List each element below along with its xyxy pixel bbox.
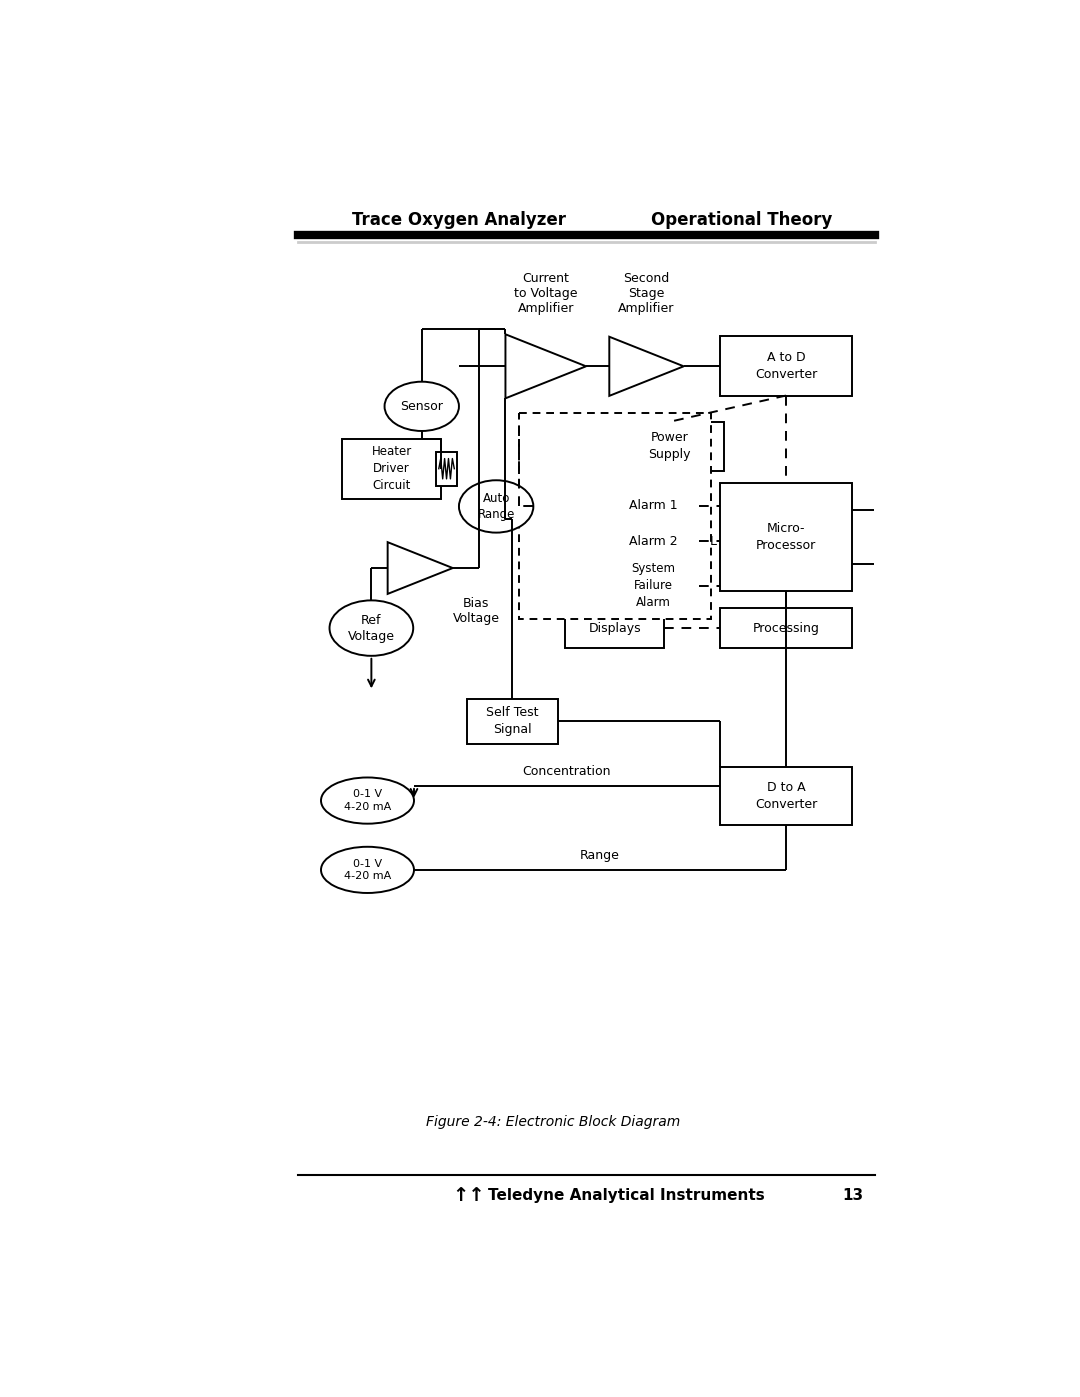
- Text: L: L: [710, 535, 717, 548]
- Bar: [608, 490, 699, 520]
- Text: Current
to Voltage
Amplifier: Current to Voltage Amplifier: [514, 272, 578, 316]
- Text: Processing: Processing: [753, 622, 820, 634]
- Text: Ref
Voltage: Ref Voltage: [348, 613, 395, 643]
- Bar: [342, 439, 441, 499]
- Ellipse shape: [459, 481, 534, 532]
- Bar: [608, 527, 699, 556]
- Text: System
Failure
Alarm: System Failure Alarm: [632, 562, 675, 609]
- Text: A to D
Converter: A to D Converter: [755, 351, 818, 380]
- Bar: [565, 608, 664, 648]
- Text: 0-1 V
4-20 mA: 0-1 V 4-20 mA: [343, 789, 391, 812]
- Bar: [616, 422, 724, 471]
- Text: Range: Range: [580, 849, 620, 862]
- Text: ↑↑: ↑↑: [451, 1186, 485, 1206]
- Text: Auto
Range: Auto Range: [477, 492, 515, 521]
- Text: Teledyne Analytical Instruments: Teledyne Analytical Instruments: [488, 1187, 765, 1203]
- Ellipse shape: [321, 778, 414, 824]
- Text: Bias
Voltage: Bias Voltage: [453, 598, 499, 626]
- Text: Heater
Driver
Circuit: Heater Driver Circuit: [372, 446, 411, 492]
- Text: Operational Theory: Operational Theory: [651, 211, 833, 229]
- Text: Concentration: Concentration: [523, 766, 611, 778]
- Text: Alarm 1: Alarm 1: [630, 499, 678, 513]
- Ellipse shape: [321, 847, 414, 893]
- Bar: [720, 767, 852, 826]
- Text: Self Test
Signal: Self Test Signal: [486, 707, 539, 736]
- Text: Trace Oxygen Analyzer: Trace Oxygen Analyzer: [352, 211, 566, 229]
- Text: Second
Stage
Amplifier: Second Stage Amplifier: [619, 272, 675, 316]
- Ellipse shape: [329, 601, 414, 655]
- Text: Micro-
Processor: Micro- Processor: [756, 522, 816, 552]
- Bar: [518, 412, 711, 619]
- Bar: [720, 608, 852, 648]
- Text: D to A
Converter: D to A Converter: [755, 781, 818, 812]
- Text: 0-1 V
4-20 mA: 0-1 V 4-20 mA: [343, 859, 391, 882]
- Text: Sensor: Sensor: [401, 400, 443, 414]
- Bar: [467, 698, 558, 743]
- Text: Alarm 2: Alarm 2: [630, 535, 678, 548]
- Bar: [720, 335, 852, 395]
- Ellipse shape: [384, 381, 459, 432]
- Text: Power
Supply: Power Supply: [648, 432, 691, 461]
- Bar: [720, 483, 852, 591]
- Bar: [436, 451, 457, 486]
- Text: Figure 2-4: Electronic Block Diagram: Figure 2-4: Electronic Block Diagram: [427, 1115, 680, 1129]
- Bar: [608, 562, 699, 609]
- Text: 13: 13: [842, 1187, 864, 1203]
- Text: Displays: Displays: [589, 622, 642, 634]
